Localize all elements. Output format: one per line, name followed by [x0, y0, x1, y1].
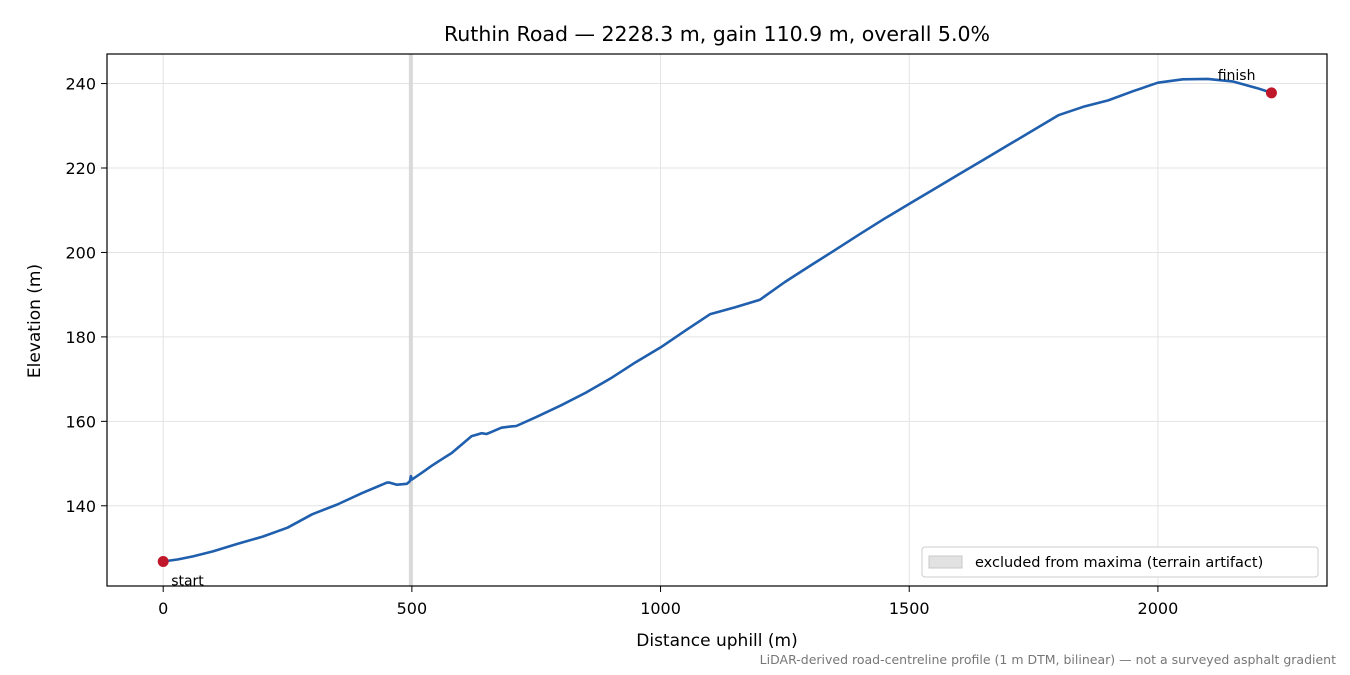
y-axis-label: Elevation (m) [25, 264, 45, 378]
legend-frame [921, 546, 1319, 578]
legend-swatch [928, 555, 963, 569]
marker-layer [157, 87, 1277, 568]
y-tick-label: 240 [65, 75, 96, 94]
excluded-band-layer [408, 54, 413, 586]
y-tick-label: 220 [65, 159, 96, 178]
x-tick-label: 0 [158, 599, 168, 618]
y-tick-label: 160 [65, 412, 96, 431]
x-tick-label: 2000 [1138, 599, 1179, 618]
chart-title: Ruthin Road — 2228.3 m, gain 110.9 m, ov… [444, 22, 990, 46]
x-tick-label: 500 [397, 599, 428, 618]
x-tick-label: 1000 [640, 599, 681, 618]
y-tick-label: 140 [65, 497, 96, 516]
x-axis-label: Distance uphill (m) [636, 631, 797, 651]
excluded-band [408, 54, 413, 586]
axis-ticks: 0 500 1000 1500 2000 140 160 180 200 220 240 [65, 75, 1178, 618]
x-tick-label: 1500 [889, 599, 930, 618]
y-tick-label: 200 [65, 243, 96, 262]
plot-frame [106, 53, 1328, 587]
footnote: LiDAR-derived road-centreline profile (1… [760, 652, 1336, 667]
profile-line-layer [161, 77, 1273, 563]
finish-marker [1265, 87, 1277, 99]
finish-annotation: finish [1218, 68, 1256, 84]
start-annotation: start [171, 574, 204, 590]
legend-entry-excluded: excluded from maxima (terrain artifact) [975, 555, 1263, 571]
elevation-profile-line [161, 77, 1273, 563]
legend: excluded from maxima (terrain artifact) [921, 546, 1319, 578]
start-marker [157, 556, 169, 568]
grid [107, 54, 1327, 586]
y-tick-label: 180 [65, 328, 96, 347]
